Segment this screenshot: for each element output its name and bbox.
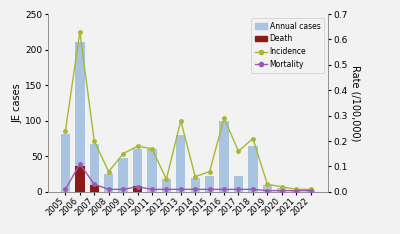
Bar: [147, 149, 157, 192]
Y-axis label: JE cases: JE cases: [12, 83, 22, 123]
Bar: [263, 185, 272, 192]
Bar: [292, 190, 301, 192]
Bar: [248, 146, 258, 192]
Mortality: [279, 189, 284, 192]
Mortality: [308, 189, 313, 192]
Bar: [306, 190, 315, 192]
Mortality: [265, 189, 270, 192]
Incidence: [308, 188, 313, 191]
Bar: [75, 166, 84, 192]
Mortality: [236, 188, 241, 191]
Bar: [190, 178, 200, 192]
Mortality: [106, 188, 111, 191]
Line: Mortality: Mortality: [64, 162, 312, 192]
Bar: [133, 186, 142, 192]
Mortality: [63, 188, 68, 191]
Incidence: [294, 188, 298, 191]
Incidence: [150, 147, 154, 150]
Incidence: [207, 170, 212, 173]
Incidence: [222, 117, 226, 120]
Incidence: [250, 137, 255, 140]
Incidence: [236, 150, 241, 153]
Bar: [205, 176, 214, 192]
Mortality: [135, 185, 140, 188]
Mortality: [222, 188, 226, 191]
Bar: [133, 149, 142, 192]
Mortality: [178, 188, 183, 191]
Incidence: [193, 175, 198, 178]
Bar: [61, 134, 70, 192]
Mortality: [207, 188, 212, 191]
Bar: [90, 185, 99, 192]
Mortality: [78, 163, 82, 165]
Bar: [277, 188, 286, 192]
Bar: [75, 43, 84, 192]
Bar: [176, 135, 186, 192]
Incidence: [135, 145, 140, 148]
Bar: [104, 174, 113, 192]
Incidence: [265, 183, 270, 186]
Incidence: [78, 30, 82, 33]
Line: Incidence: Incidence: [64, 30, 312, 191]
Y-axis label: Rate (/100,000): Rate (/100,000): [351, 65, 361, 141]
Mortality: [121, 188, 126, 191]
Bar: [234, 176, 243, 192]
Incidence: [63, 129, 68, 132]
Mortality: [193, 188, 198, 191]
Incidence: [178, 119, 183, 122]
Incidence: [164, 178, 169, 181]
Incidence: [92, 140, 97, 143]
Bar: [162, 179, 171, 192]
Bar: [90, 144, 99, 192]
Mortality: [294, 189, 298, 192]
Mortality: [164, 188, 169, 191]
Legend: Annual cases, Death, Incidence, Mortality: Annual cases, Death, Incidence, Mortalit…: [251, 18, 324, 73]
Mortality: [250, 188, 255, 191]
Incidence: [106, 170, 111, 173]
Incidence: [121, 152, 126, 155]
Incidence: [279, 185, 284, 188]
Mortality: [92, 183, 97, 186]
Bar: [118, 158, 128, 192]
Mortality: [150, 188, 154, 191]
Bar: [219, 121, 229, 192]
